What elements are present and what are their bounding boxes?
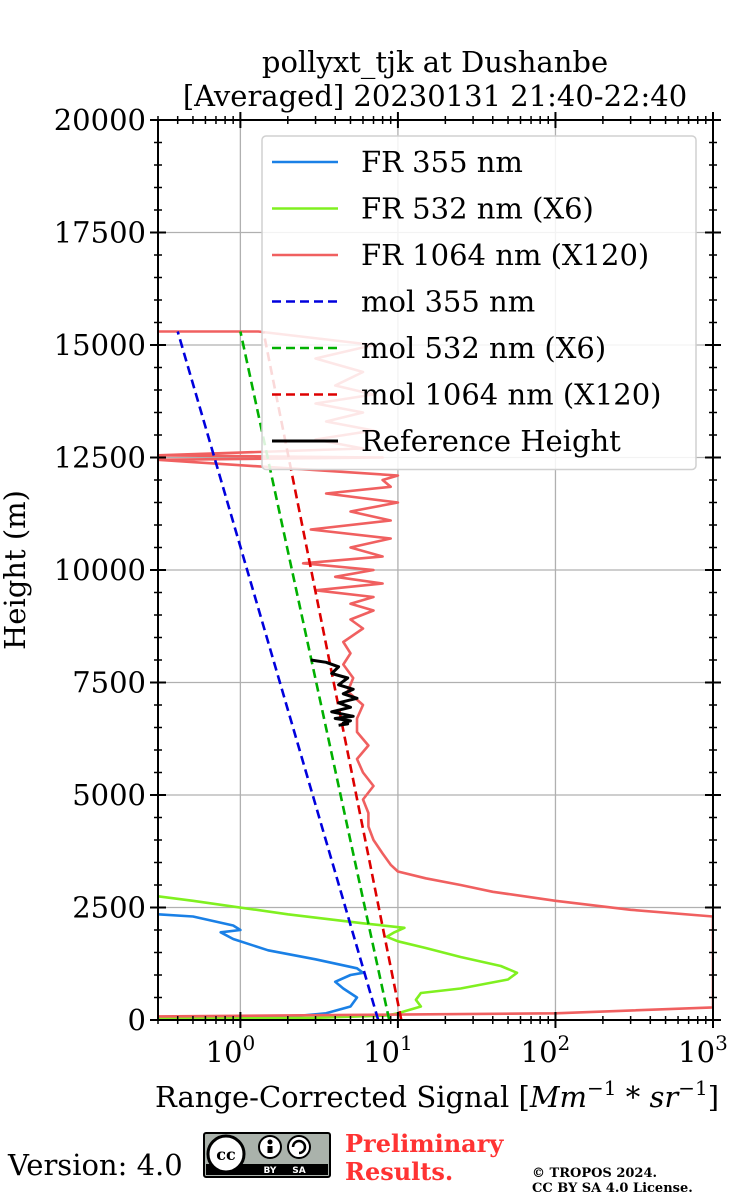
- legend-box: [261, 135, 697, 471]
- copyright-line1: © TROPOS 2024.: [532, 1166, 657, 1181]
- chart-title-line2: [Averaged] 20230131 21:40-22:40: [183, 79, 687, 113]
- y-tick-label: 2500: [72, 891, 146, 925]
- y-tick-label: 17500: [54, 216, 146, 250]
- svg-text:BY: BY: [264, 1166, 277, 1176]
- legend-label: FR 1064 nm (X120): [361, 238, 649, 272]
- series-mol-355-nm: [176, 331, 380, 1020]
- legend: FR 355 nm FR 532 nm (X6) FR 1064 nm (X120)…: [261, 135, 697, 471]
- legend-label: FR 355 nm: [361, 145, 523, 179]
- share-alike-icon: [287, 1135, 311, 1159]
- y-tick-label: 15000: [54, 328, 146, 362]
- legend-label: FR 532 nm (X6): [361, 192, 594, 226]
- legend-label: Reference Height: [361, 424, 621, 458]
- axes: 0 2500 5000 7500 10000 12500 15000 17500 20000 10…: [54, 103, 728, 1069]
- y-axis-label: Height (m): [0, 490, 32, 650]
- series-mol-1064-nm-x120: [262, 331, 403, 1020]
- series-fr-532-nm-x6: [158, 895, 519, 1020]
- y-tick-label: 12500: [54, 441, 146, 475]
- y-tick-label: 20000: [54, 103, 146, 137]
- y-tick-label: 5000: [72, 778, 146, 812]
- x-tick-label: 102: [521, 1031, 571, 1069]
- svg-text:SA: SA: [292, 1166, 305, 1176]
- y-tick-label: 0: [128, 1003, 146, 1037]
- copyright-line2: CC BY SA 4.0 License.: [532, 1181, 693, 1196]
- version-label: Version: 4.0: [7, 1148, 183, 1182]
- cc-license-badge: cc BY SA: [203, 1132, 331, 1178]
- preliminary-label-line1: Preliminary: [345, 1129, 504, 1158]
- x-tick-label: 100: [206, 1031, 256, 1069]
- legend-label: mol 532 nm (X6): [361, 331, 606, 365]
- legend-label: mol 355 nm: [361, 285, 535, 319]
- y-tick-label: 7500: [72, 666, 146, 700]
- legend-label: mol 1064 nm (X120): [361, 378, 662, 412]
- svg-text:cc: cc: [216, 1145, 236, 1164]
- preliminary-label-line2: Results.: [345, 1157, 453, 1186]
- series-mol-532-nm-x6: [239, 331, 391, 1020]
- cc-icon: [206, 1134, 246, 1174]
- x-tick-label: 103: [678, 1031, 728, 1069]
- series-reference-height: [310, 658, 359, 727]
- x-axis-label: Range-Corrected Signal [Mm−1 * sr−1]: [155, 1076, 719, 1114]
- chart-title-line1: pollyxt_tjk at Dushanbe: [262, 45, 608, 80]
- y-tick-label: 10000: [54, 553, 146, 587]
- series-fr-355-nm: [158, 913, 365, 1020]
- x-tick-label: 101: [363, 1031, 413, 1069]
- series-group: [158, 330, 713, 1020]
